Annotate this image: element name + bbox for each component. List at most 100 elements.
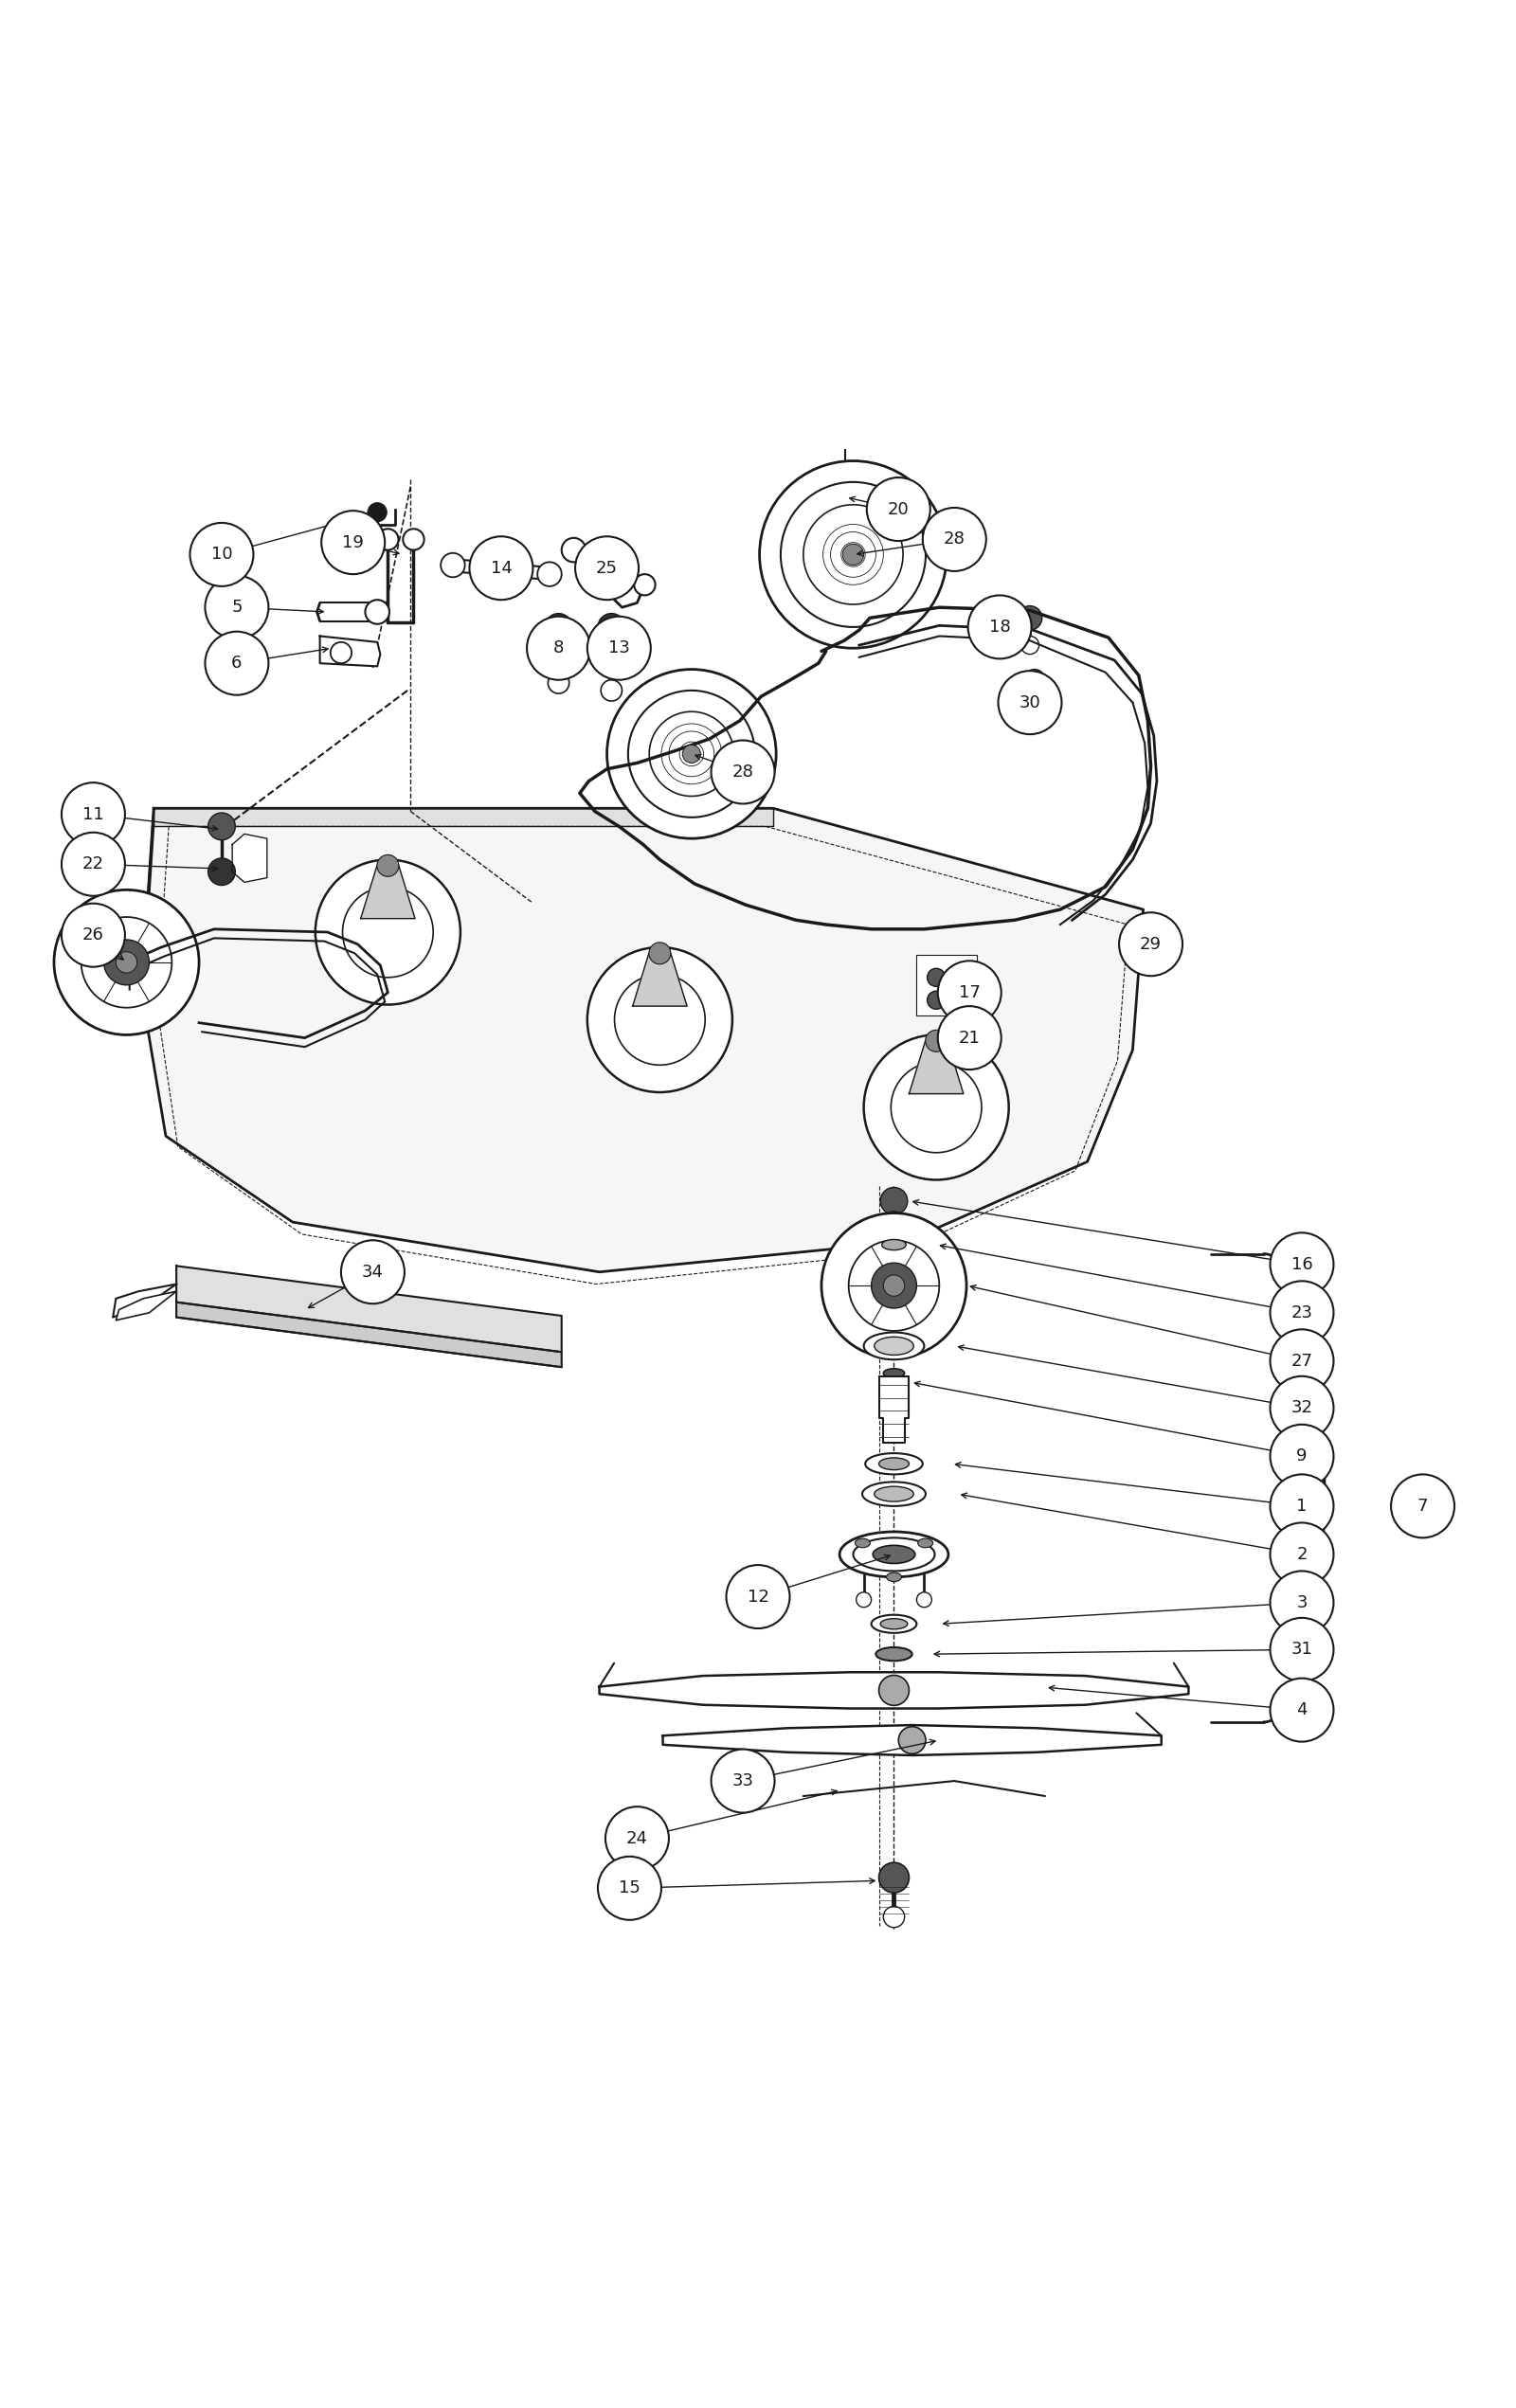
- Circle shape: [1270, 1281, 1334, 1344]
- Circle shape: [879, 1861, 910, 1893]
- Circle shape: [1270, 1233, 1334, 1296]
- Circle shape: [597, 614, 625, 641]
- Circle shape: [628, 691, 755, 816]
- Circle shape: [587, 616, 650, 679]
- Circle shape: [822, 1214, 967, 1358]
- Circle shape: [605, 1806, 669, 1871]
- Circle shape: [321, 510, 385, 573]
- Text: 25: 25: [596, 559, 619, 576]
- Ellipse shape: [881, 1618, 908, 1630]
- Text: 23: 23: [1292, 1305, 1313, 1322]
- Ellipse shape: [876, 1647, 913, 1662]
- Circle shape: [575, 537, 638, 600]
- Circle shape: [679, 742, 703, 766]
- Circle shape: [938, 1007, 1001, 1069]
- Polygon shape: [910, 1040, 964, 1093]
- Polygon shape: [361, 864, 415, 917]
- Circle shape: [606, 669, 776, 838]
- Circle shape: [343, 886, 434, 978]
- Circle shape: [938, 961, 1001, 1023]
- Circle shape: [341, 1240, 405, 1303]
- Text: 16: 16: [1292, 1257, 1313, 1274]
- Circle shape: [928, 968, 946, 987]
- Ellipse shape: [873, 1235, 916, 1255]
- Circle shape: [884, 1274, 905, 1296]
- Circle shape: [1270, 1377, 1334, 1440]
- Circle shape: [781, 482, 926, 626]
- Circle shape: [1025, 708, 1043, 727]
- Circle shape: [925, 1031, 948, 1052]
- Circle shape: [403, 530, 424, 549]
- Text: 28: 28: [943, 530, 966, 549]
- Circle shape: [544, 614, 572, 641]
- Circle shape: [600, 679, 622, 701]
- Circle shape: [969, 595, 1031, 660]
- Polygon shape: [153, 809, 773, 826]
- Circle shape: [365, 600, 390, 624]
- Circle shape: [998, 672, 1061, 734]
- Polygon shape: [632, 954, 687, 1007]
- Text: 22: 22: [82, 855, 105, 872]
- Circle shape: [857, 1592, 872, 1606]
- Polygon shape: [176, 1267, 561, 1351]
- Text: 20: 20: [888, 501, 910, 518]
- Text: 6: 6: [232, 655, 243, 672]
- Circle shape: [1023, 669, 1045, 691]
- Circle shape: [760, 460, 948, 648]
- Ellipse shape: [840, 1531, 949, 1577]
- Polygon shape: [112, 1283, 176, 1317]
- Polygon shape: [115, 1291, 176, 1320]
- Circle shape: [62, 783, 124, 845]
- Circle shape: [1270, 1570, 1334, 1635]
- Polygon shape: [449, 559, 558, 580]
- Ellipse shape: [875, 1336, 914, 1356]
- Circle shape: [441, 554, 465, 578]
- Text: 4: 4: [1296, 1702, 1307, 1719]
- Text: 8: 8: [553, 641, 564, 657]
- Circle shape: [872, 1262, 917, 1308]
- Text: 13: 13: [608, 641, 629, 657]
- Circle shape: [1270, 1329, 1334, 1392]
- Text: 27: 27: [1292, 1353, 1313, 1370]
- Circle shape: [923, 508, 985, 571]
- Circle shape: [208, 857, 235, 886]
- Circle shape: [208, 814, 235, 840]
- Polygon shape: [662, 1724, 1161, 1755]
- Text: 21: 21: [958, 1028, 981, 1047]
- Text: 1: 1: [1296, 1498, 1307, 1515]
- Ellipse shape: [864, 1332, 925, 1361]
- Circle shape: [928, 992, 946, 1009]
- Circle shape: [1270, 1426, 1334, 1488]
- Ellipse shape: [884, 1368, 905, 1377]
- Circle shape: [726, 1565, 790, 1628]
- Text: 10: 10: [211, 547, 232, 563]
- Circle shape: [891, 1062, 981, 1153]
- Circle shape: [634, 573, 655, 595]
- Circle shape: [832, 535, 875, 576]
- Circle shape: [835, 424, 857, 443]
- Circle shape: [1119, 913, 1182, 975]
- Circle shape: [190, 523, 253, 585]
- Text: 3: 3: [1296, 1594, 1307, 1611]
- Polygon shape: [141, 809, 153, 1011]
- Text: 5: 5: [232, 600, 243, 616]
- Circle shape: [711, 739, 775, 804]
- Circle shape: [1270, 1678, 1334, 1741]
- FancyBboxPatch shape: [917, 956, 976, 1016]
- Circle shape: [1270, 1618, 1334, 1681]
- Text: 28: 28: [732, 763, 753, 780]
- Text: 32: 32: [1292, 1399, 1313, 1416]
- Text: 7: 7: [1417, 1498, 1428, 1515]
- Circle shape: [879, 1676, 910, 1705]
- Ellipse shape: [854, 1539, 935, 1570]
- Polygon shape: [141, 809, 1143, 1271]
- Circle shape: [823, 525, 884, 585]
- Circle shape: [315, 860, 461, 1004]
- Ellipse shape: [879, 1457, 910, 1469]
- Circle shape: [82, 917, 171, 1007]
- Circle shape: [1270, 1474, 1334, 1539]
- Text: 30: 30: [1019, 694, 1040, 710]
- Text: 29: 29: [1140, 937, 1161, 954]
- Ellipse shape: [866, 1452, 923, 1474]
- Circle shape: [528, 616, 590, 679]
